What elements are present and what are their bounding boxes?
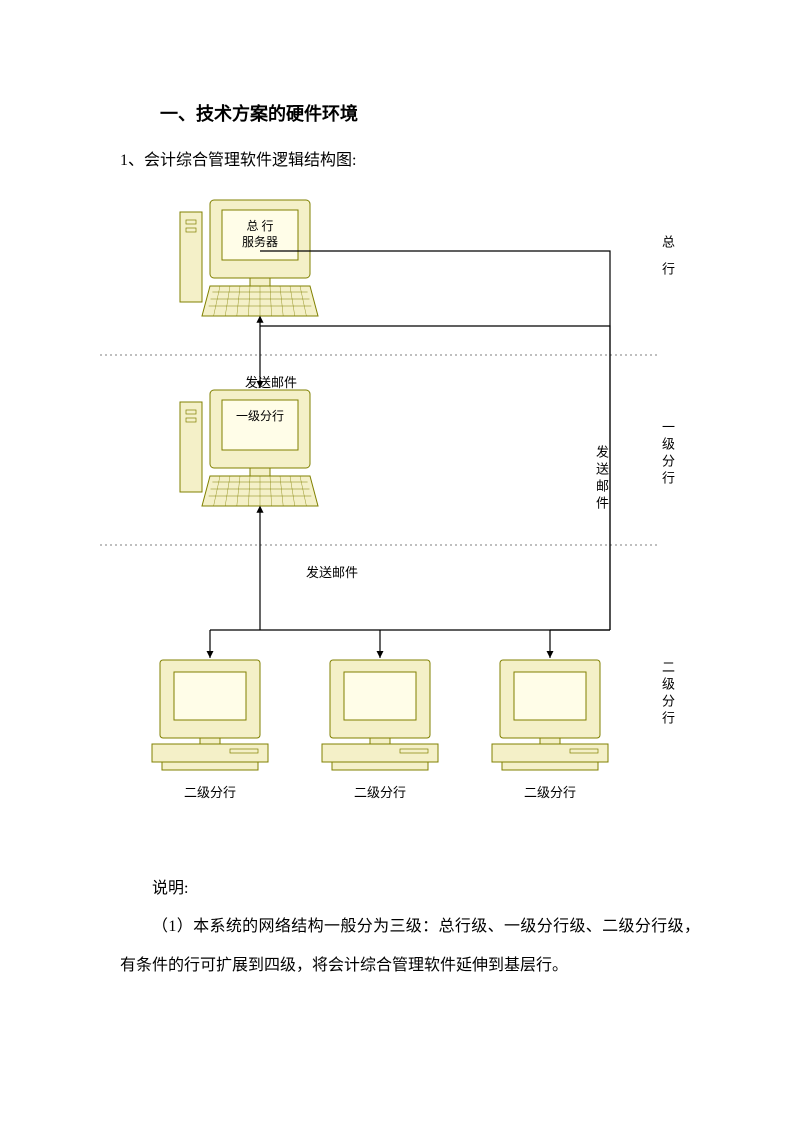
section-side-label: 二级分行 [658,660,677,728]
section-side-label: 一级分行 [658,420,677,488]
section-subheading: 1、会计综合管理软件逻辑结构图: [120,146,700,170]
edge-label: 发送邮件 [592,445,611,513]
explanation-block: 说明: （1）本系统的网络结构一般分为三级：总行级、一级分行级、二级分行级，有条… [120,870,700,985]
edge-label: 发送邮件 [306,562,358,581]
section-heading: 一、技术方案的硬件环境 [160,100,700,126]
svg-text:一级分行: 一级分行 [236,409,284,423]
explain-heading: 说明: [120,870,700,908]
explain-body: （1）本系统的网络结构一般分为三级：总行级、一级分行级、二级分行级，有条件的行可… [120,908,700,985]
architecture-diagram: 二级分行二级分行二级分行总 行服务器一级分行发送邮件发送邮件发送邮件总行一级分行… [100,180,660,860]
section-side-label: 总行 [658,235,677,289]
edge-label: 发送邮件 [245,372,297,391]
svg-text:服务器: 服务器 [242,234,278,249]
svg-text:总 行: 总 行 [246,219,273,233]
